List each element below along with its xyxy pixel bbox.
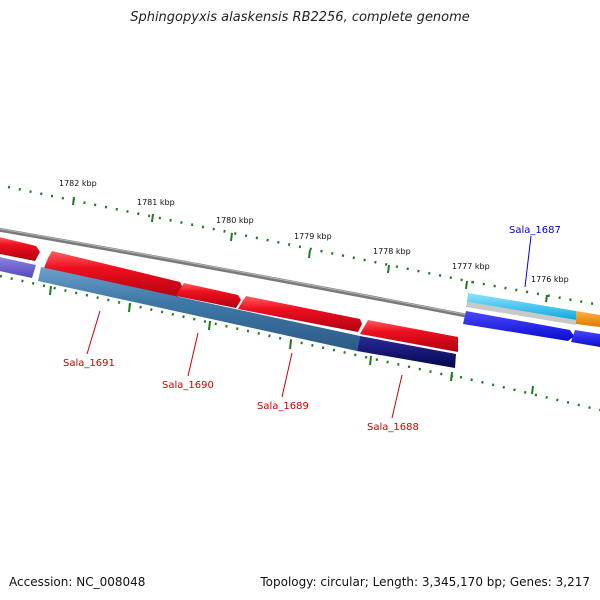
tick-label-1781: 1781 kbp [137,198,175,207]
cds-navy[interactable] [357,336,456,368]
tick-label-1778: 1778 kbp [373,247,411,256]
accession-text: Accession: NC_008048 [9,575,146,589]
tick-label-1782: 1782 kbp [59,179,97,188]
cds-red-3[interactable] [238,296,362,332]
gene-label-sala-1690[interactable]: Sala_1690 [162,380,214,391]
cds-red-1[interactable] [44,251,184,299]
gene-label-sala-1687[interactable]: Sala_1687 [509,225,561,236]
cds-royal-2[interactable] [571,330,600,347]
tick-label-1780: 1780 kbp [216,216,254,225]
tick-label-1777: 1777 kbp [452,262,490,271]
tick-label-1779: 1779 kbp [294,232,332,241]
inner-ruler [0,274,456,379]
cds-red-left[interactable] [0,236,40,261]
gene-label-sala-1688[interactable]: Sala_1688 [367,422,419,433]
outer-major-ticks [72,196,548,303]
cds-gray-band[interactable] [466,302,576,325]
leader-sala-1691 [86,310,101,355]
map-title: Sphingopyxis alaskensis RB2256, complete… [130,10,470,25]
cds-blue-long[interactable] [38,267,360,351]
inner-major-ticks [49,285,534,395]
gene-label-sala-1691[interactable]: Sala_1691 [63,358,115,369]
genome-summary-text: Topology: circular; Length: 3,345,170 bp… [260,575,590,589]
tick-label-1776: 1776 kbp [531,275,569,284]
cds-purple-left[interactable] [0,256,36,278]
leader-sala-1689 [281,352,293,398]
cds-red-2[interactable] [176,283,241,308]
leader-sala-1688 [391,374,403,419]
outer-ruler [7,185,473,284]
leader-sala-1690 [187,332,199,377]
cds-cyan[interactable] [467,293,576,320]
cds-orange[interactable] [576,311,600,327]
inner-ruler-right [459,375,600,412]
leader-sala-1687 [524,235,532,288]
gene-label-sala-1689[interactable]: Sala_1689 [257,401,309,412]
cds-royal-1[interactable] [463,311,574,341]
cds-red-4[interactable] [360,320,458,352]
